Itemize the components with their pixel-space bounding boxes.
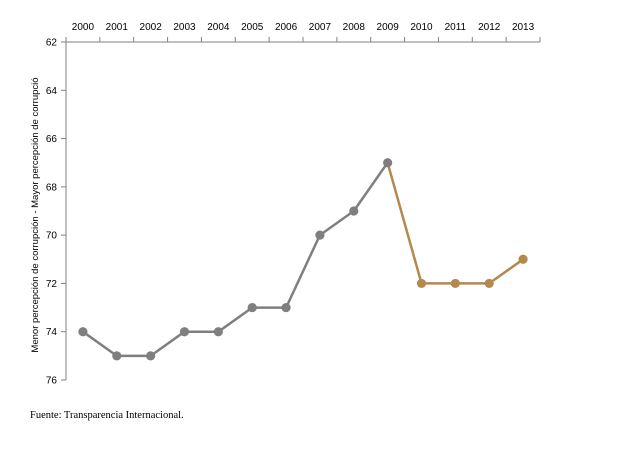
y-tick-label: 74 [46, 327, 58, 338]
x-tick-label: 2000 [72, 22, 95, 33]
data-point [315, 230, 325, 240]
axes: 62 64 66 68 70 72 74 76 2000 2001 2002 2003 2004 2005… [46, 22, 541, 387]
x-tick-label: 2001 [106, 22, 129, 33]
y-tick-label: 76 [46, 376, 58, 387]
y-tick-label: 62 [46, 38, 58, 49]
source-note: Fuente: Transparencia Internacional. [30, 410, 184, 421]
series-line-1 [81, 161, 389, 358]
x-tick-label: 2004 [207, 22, 230, 33]
data-point [281, 302, 291, 313]
data-point [213, 327, 223, 337]
y-axis-title: Menor percepción de corrupción - Mayor p… [30, 77, 41, 352]
x-tick-label: 2005 [241, 22, 264, 33]
x-tick-label: 2009 [377, 22, 400, 33]
y-tick-label: 64 [46, 86, 58, 97]
y-tick-label: 68 [46, 182, 58, 193]
y-tick-label: 72 [46, 279, 58, 290]
y-tick-label: 66 [46, 134, 58, 145]
data-point [383, 158, 393, 168]
data-point [247, 302, 257, 313]
data-point [518, 254, 528, 264]
data-point [484, 278, 494, 289]
data-point [416, 278, 427, 289]
data-point [349, 206, 359, 216]
data-point [146, 351, 156, 361]
x-tick-label: 2013 [512, 22, 535, 33]
data-point [179, 327, 190, 337]
data-point [78, 327, 88, 337]
series [78, 158, 528, 361]
line-chart: 62 64 66 68 70 72 74 76 2000 2001 2002 2003 2004 2005… [30, 22, 541, 387]
x-tick-label: 2008 [343, 22, 366, 33]
data-point [450, 278, 460, 289]
x-tick-label: 2007 [309, 22, 332, 33]
x-tick-label: 2003 [173, 22, 196, 33]
x-tick-label: 2012 [478, 22, 501, 33]
series-line-2 [386, 161, 525, 285]
x-tick-label: 2002 [140, 22, 163, 33]
x-tick-label: 2011 [445, 22, 467, 33]
y-tick-label: 70 [46, 231, 58, 242]
data-point [112, 351, 122, 361]
x-tick-label: 2010 [410, 22, 433, 33]
x-tick-label: 2006 [275, 22, 298, 33]
